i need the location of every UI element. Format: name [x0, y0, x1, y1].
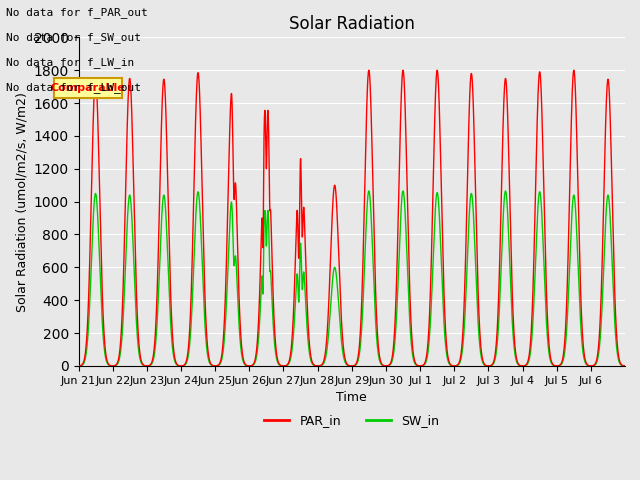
Text: No data for f_SW_out: No data for f_SW_out: [6, 32, 141, 43]
Text: No data for f_PAR_out: No data for f_PAR_out: [6, 7, 148, 18]
Y-axis label: Solar Radiation (umol/m2/s, W/m2): Solar Radiation (umol/m2/s, W/m2): [15, 92, 28, 312]
Text: Comparable: Comparable: [51, 84, 125, 93]
Title: Solar Radiation: Solar Radiation: [289, 15, 415, 33]
Legend: PAR_in, SW_in: PAR_in, SW_in: [259, 409, 444, 432]
Text: No data for f_LW_out: No data for f_LW_out: [6, 82, 141, 93]
X-axis label: Time: Time: [337, 391, 367, 404]
Text: No data for f_LW_in: No data for f_LW_in: [6, 57, 134, 68]
